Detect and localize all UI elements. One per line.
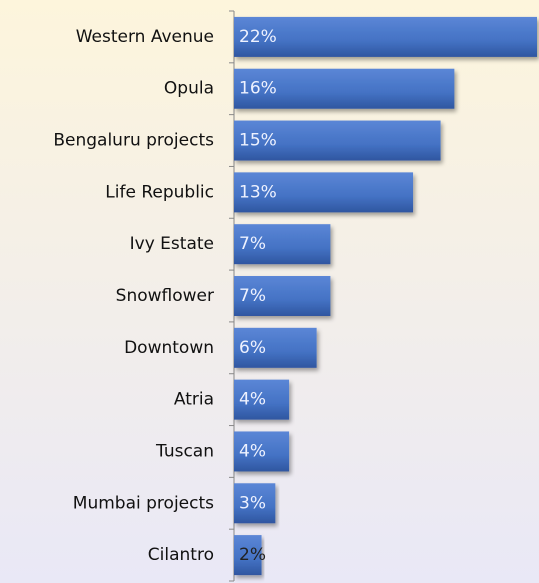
value-label: 4% <box>239 390 266 410</box>
category-label: Snowflower <box>116 286 214 306</box>
category-label: Bengaluru projects <box>53 131 214 151</box>
bar <box>234 16 537 57</box>
category-label: Cilantro <box>148 545 214 565</box>
bar <box>234 431 290 472</box>
category-label: Atria <box>174 390 214 410</box>
value-label: 16% <box>239 79 277 99</box>
value-label: 4% <box>239 441 266 461</box>
bar <box>234 483 276 524</box>
category-label: Ivy Estate <box>130 234 214 254</box>
category-label: Downtown <box>124 338 214 358</box>
value-label: 7% <box>239 286 266 306</box>
bar <box>234 379 290 420</box>
category-label: Life Republic <box>105 182 214 202</box>
bar <box>234 327 317 368</box>
category-label: Opula <box>164 79 214 99</box>
value-label: 13% <box>239 182 277 202</box>
value-label: 22% <box>239 27 277 47</box>
bar <box>234 120 441 161</box>
bar <box>234 276 331 316</box>
category-label: Western Avenue <box>76 27 214 47</box>
value-label: 6% <box>239 338 266 358</box>
category-label: Mumbai projects <box>73 493 214 513</box>
bar <box>234 224 331 265</box>
bar <box>234 535 262 576</box>
value-label: 7% <box>239 234 266 254</box>
bar <box>234 172 414 213</box>
bar <box>234 68 455 109</box>
value-label: 3% <box>239 493 266 513</box>
value-label: 15% <box>239 131 277 151</box>
category-label: Tuscan <box>155 441 214 461</box>
value-label: 2% <box>239 545 266 565</box>
